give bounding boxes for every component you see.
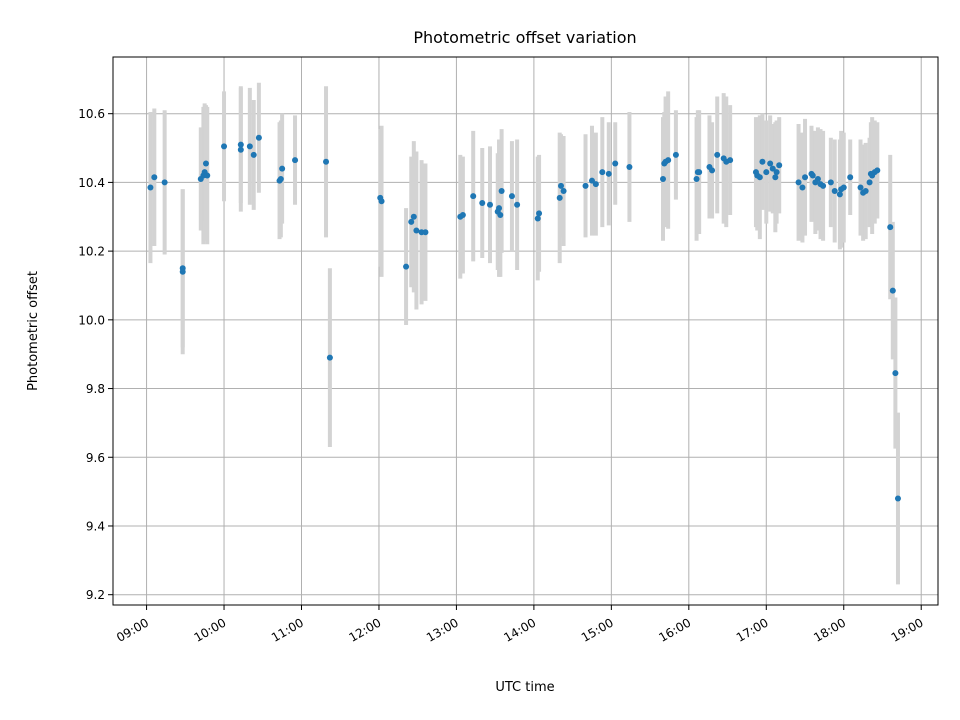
y-tick-label: 9.2 bbox=[86, 588, 105, 602]
data-point bbox=[486, 201, 493, 208]
data-point bbox=[802, 174, 809, 181]
data-point bbox=[814, 175, 821, 182]
data-point bbox=[776, 162, 783, 169]
data-point bbox=[292, 157, 299, 164]
data-point bbox=[204, 172, 211, 179]
data-point bbox=[592, 181, 599, 188]
data-point bbox=[763, 169, 770, 176]
y-tick-label: 10.4 bbox=[78, 176, 105, 190]
data-point bbox=[161, 179, 168, 186]
data-point bbox=[179, 268, 186, 275]
data-point bbox=[202, 160, 209, 167]
data-point bbox=[887, 224, 894, 231]
plot-frame bbox=[112, 56, 939, 606]
data-point bbox=[599, 169, 606, 176]
data-point bbox=[866, 179, 873, 186]
data-point bbox=[892, 370, 899, 377]
data-point bbox=[498, 187, 505, 194]
data-point bbox=[795, 179, 802, 186]
data-point bbox=[727, 157, 734, 164]
data-point bbox=[672, 151, 679, 158]
data-point bbox=[759, 158, 766, 165]
x-axis-label: UTC time bbox=[495, 680, 554, 695]
data-point bbox=[857, 184, 864, 191]
data-point bbox=[889, 287, 896, 294]
data-point bbox=[255, 134, 262, 141]
data-point bbox=[809, 172, 816, 179]
data-point bbox=[246, 143, 253, 150]
data-point bbox=[408, 218, 415, 225]
data-point bbox=[422, 229, 429, 236]
data-point bbox=[556, 194, 563, 201]
data-point bbox=[874, 167, 881, 174]
data-point bbox=[534, 215, 541, 222]
data-point bbox=[773, 169, 780, 176]
data-point bbox=[558, 182, 565, 189]
y-tick-label: 9.6 bbox=[86, 451, 105, 465]
y-tick-label: 10.0 bbox=[78, 313, 105, 327]
data-point bbox=[413, 227, 420, 234]
data-point bbox=[709, 167, 716, 174]
data-point bbox=[582, 182, 589, 189]
data-point bbox=[827, 179, 834, 186]
data-point bbox=[147, 184, 154, 191]
y-tick-label: 10.6 bbox=[78, 107, 105, 121]
data-point bbox=[799, 184, 806, 191]
data-point bbox=[410, 213, 417, 220]
data-point bbox=[820, 182, 827, 189]
data-point bbox=[508, 193, 515, 200]
data-point bbox=[326, 354, 333, 361]
data-point bbox=[696, 169, 703, 176]
y-axis-label: Photometric offset bbox=[26, 271, 41, 391]
data-point bbox=[665, 157, 672, 164]
data-point bbox=[496, 205, 503, 212]
data-point bbox=[840, 184, 847, 191]
data-point bbox=[378, 198, 385, 205]
data-point bbox=[277, 175, 284, 182]
data-points bbox=[147, 134, 901, 502]
data-point bbox=[767, 160, 774, 167]
data-point bbox=[756, 174, 763, 181]
data-point bbox=[836, 191, 843, 198]
data-point bbox=[894, 495, 901, 502]
data-point bbox=[714, 151, 721, 158]
data-point bbox=[693, 175, 700, 182]
data-point bbox=[626, 163, 633, 170]
data-point bbox=[470, 193, 477, 200]
data-point bbox=[479, 200, 486, 207]
y-tick-label: 9.8 bbox=[86, 382, 105, 396]
data-point bbox=[536, 210, 543, 217]
chart-title: Photometric offset variation bbox=[413, 28, 636, 47]
data-point bbox=[459, 212, 466, 219]
data-point bbox=[588, 177, 595, 184]
data-point bbox=[612, 160, 619, 167]
data-point bbox=[497, 212, 504, 219]
data-point bbox=[237, 146, 244, 153]
data-point bbox=[151, 174, 158, 181]
data-point bbox=[605, 170, 612, 177]
data-point bbox=[279, 165, 286, 172]
data-point bbox=[323, 158, 330, 165]
data-point bbox=[862, 187, 869, 194]
data-point bbox=[769, 165, 776, 172]
data-point bbox=[514, 201, 521, 208]
data-point bbox=[831, 187, 838, 194]
data-point bbox=[237, 141, 244, 148]
data-point bbox=[403, 263, 410, 270]
y-tick-label: 9.4 bbox=[86, 519, 105, 533]
data-point bbox=[660, 175, 666, 182]
data-point bbox=[250, 151, 257, 158]
data-point bbox=[560, 187, 567, 194]
data-point bbox=[847, 174, 854, 181]
grid bbox=[113, 57, 938, 605]
data-point bbox=[221, 143, 228, 150]
y-tick-label: 10.2 bbox=[78, 245, 105, 259]
y-axis-ticks: 9.2 9.4 9.6 9.8 10.0 10.2 10.4 10.6 bbox=[78, 107, 113, 602]
data-point bbox=[772, 174, 779, 181]
